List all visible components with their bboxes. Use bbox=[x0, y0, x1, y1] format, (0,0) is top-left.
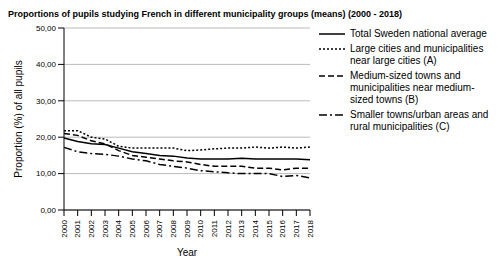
svg-text:Year: Year bbox=[177, 247, 198, 258]
svg-text:2010: 2010 bbox=[196, 219, 205, 237]
svg-text:20,00: 20,00 bbox=[36, 133, 57, 142]
html-text:Smaller towns/urban areas and: Smaller towns/urban areas and rural muni… bbox=[350, 109, 489, 132]
html-text:Medium-sized towns and municip: Medium-sized towns and municipalities ne… bbox=[350, 70, 475, 105]
html-text:Total Sweden national average: Total Sweden national average bbox=[350, 28, 487, 39]
svg-text:2011: 2011 bbox=[210, 219, 219, 237]
svg-text:2000: 2000 bbox=[60, 219, 69, 237]
svg-text:2006: 2006 bbox=[142, 219, 151, 237]
svg-text:2005: 2005 bbox=[128, 219, 137, 237]
svg-text:50,00: 50,00 bbox=[36, 24, 57, 33]
svg-text:2003: 2003 bbox=[101, 219, 110, 237]
html-text:Large cities and municipalitie: Large cities and municipalities near lar… bbox=[350, 43, 484, 66]
svg-text:2007: 2007 bbox=[155, 219, 164, 237]
svg-text:10,00: 10,00 bbox=[36, 169, 57, 178]
svg-text:2017: 2017 bbox=[292, 219, 301, 237]
svg-text:0,00: 0,00 bbox=[40, 206, 56, 215]
svg-text:2008: 2008 bbox=[169, 219, 178, 237]
svg-text:2009: 2009 bbox=[183, 219, 192, 237]
svg-text:2016: 2016 bbox=[278, 219, 287, 237]
svg-text:2012: 2012 bbox=[224, 219, 233, 237]
svg-text:2014: 2014 bbox=[251, 219, 260, 237]
svg-text:2018: 2018 bbox=[306, 219, 315, 237]
svg-text:2004: 2004 bbox=[114, 219, 123, 237]
svg-text:2015: 2015 bbox=[265, 219, 274, 237]
svg-text:40,00: 40,00 bbox=[36, 60, 57, 69]
svg-text:2002: 2002 bbox=[87, 219, 96, 237]
svg-text:30,00: 30,00 bbox=[36, 97, 57, 106]
svg-text:Proportion (%) of all pupils: Proportion (%) of all pupils bbox=[13, 60, 24, 177]
svg-text:2001: 2001 bbox=[73, 219, 82, 237]
html-text:Proportions of pupils studying: Proportions of pupils studying French in… bbox=[8, 9, 403, 19]
svg-text:2013: 2013 bbox=[237, 219, 246, 237]
